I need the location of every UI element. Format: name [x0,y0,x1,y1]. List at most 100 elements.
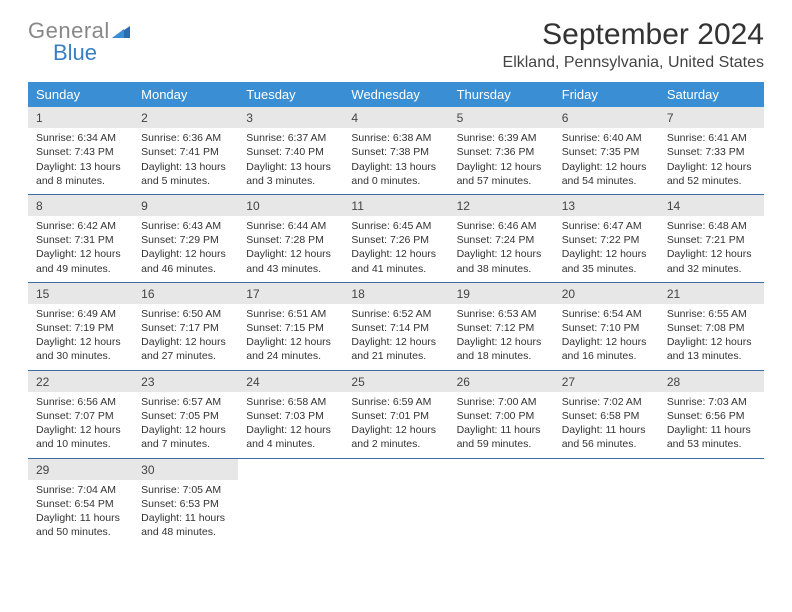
calendar-day-cell: 14Sunrise: 6:48 AMSunset: 7:21 PMDayligh… [659,194,764,282]
calendar-day-cell: 1Sunrise: 6:34 AMSunset: 7:43 PMDaylight… [28,107,133,194]
daylight-text: Daylight: 12 hours and 27 minutes. [141,335,230,363]
calendar-day-cell: 23Sunrise: 6:57 AMSunset: 7:05 PMDayligh… [133,370,238,458]
day-number: 18 [343,283,448,304]
daylight-text: Daylight: 12 hours and 52 minutes. [667,160,756,188]
calendar-day-cell: 4Sunrise: 6:38 AMSunset: 7:38 PMDaylight… [343,107,448,194]
sunrise-text: Sunrise: 6:45 AM [351,219,440,233]
sunset-text: Sunset: 7:00 PM [457,409,546,423]
sunset-text: Sunset: 7:36 PM [457,145,546,159]
sunrise-text: Sunrise: 6:38 AM [351,131,440,145]
sunrise-text: Sunrise: 7:02 AM [562,395,651,409]
sunrise-text: Sunrise: 6:59 AM [351,395,440,409]
sunrise-text: Sunrise: 6:49 AM [36,307,125,321]
calendar-day-cell [449,458,554,545]
day-body: Sunrise: 6:54 AMSunset: 7:10 PMDaylight:… [554,304,659,370]
day-number: 4 [343,107,448,128]
sunset-text: Sunset: 7:22 PM [562,233,651,247]
calendar-day-cell: 17Sunrise: 6:51 AMSunset: 7:15 PMDayligh… [238,282,343,370]
daylight-text: Daylight: 12 hours and 7 minutes. [141,423,230,451]
title-block: September 2024 Elkland, Pennsylvania, Un… [503,18,764,72]
sunset-text: Sunset: 7:24 PM [457,233,546,247]
daylight-text: Daylight: 11 hours and 50 minutes. [36,511,125,539]
sunrise-text: Sunrise: 6:48 AM [667,219,756,233]
sunrise-text: Sunrise: 7:00 AM [457,395,546,409]
day-body: Sunrise: 6:36 AMSunset: 7:41 PMDaylight:… [133,128,238,194]
day-body: Sunrise: 6:56 AMSunset: 7:07 PMDaylight:… [28,392,133,458]
weekday-header: Sunday [28,82,133,107]
sunrise-text: Sunrise: 6:51 AM [246,307,335,321]
sunset-text: Sunset: 7:40 PM [246,145,335,159]
daylight-text: Daylight: 13 hours and 8 minutes. [36,160,125,188]
sunrise-text: Sunrise: 6:36 AM [141,131,230,145]
calendar-week-row: 8Sunrise: 6:42 AMSunset: 7:31 PMDaylight… [28,194,764,282]
calendar-day-cell: 20Sunrise: 6:54 AMSunset: 7:10 PMDayligh… [554,282,659,370]
calendar-day-cell: 11Sunrise: 6:45 AMSunset: 7:26 PMDayligh… [343,194,448,282]
day-number: 17 [238,283,343,304]
calendar-day-cell: 24Sunrise: 6:58 AMSunset: 7:03 PMDayligh… [238,370,343,458]
daylight-text: Daylight: 13 hours and 0 minutes. [351,160,440,188]
daylight-text: Daylight: 12 hours and 46 minutes. [141,247,230,275]
sunset-text: Sunset: 7:15 PM [246,321,335,335]
daylight-text: Daylight: 12 hours and 41 minutes. [351,247,440,275]
sunrise-text: Sunrise: 6:41 AM [667,131,756,145]
sunset-text: Sunset: 7:05 PM [141,409,230,423]
sunset-text: Sunset: 6:58 PM [562,409,651,423]
day-number: 29 [28,459,133,480]
sunset-text: Sunset: 7:35 PM [562,145,651,159]
calendar-day-cell: 8Sunrise: 6:42 AMSunset: 7:31 PMDaylight… [28,194,133,282]
calendar-day-cell: 9Sunrise: 6:43 AMSunset: 7:29 PMDaylight… [133,194,238,282]
day-body: Sunrise: 7:00 AMSunset: 7:00 PMDaylight:… [449,392,554,458]
daylight-text: Daylight: 12 hours and 21 minutes. [351,335,440,363]
day-body: Sunrise: 6:57 AMSunset: 7:05 PMDaylight:… [133,392,238,458]
day-number: 6 [554,107,659,128]
day-number: 24 [238,371,343,392]
sunset-text: Sunset: 7:43 PM [36,145,125,159]
calendar-day-cell: 25Sunrise: 6:59 AMSunset: 7:01 PMDayligh… [343,370,448,458]
day-number: 16 [133,283,238,304]
daylight-text: Daylight: 12 hours and 30 minutes. [36,335,125,363]
sunset-text: Sunset: 7:19 PM [36,321,125,335]
day-number: 14 [659,195,764,216]
day-body: Sunrise: 6:45 AMSunset: 7:26 PMDaylight:… [343,216,448,282]
daylight-text: Daylight: 13 hours and 5 minutes. [141,160,230,188]
sunrise-text: Sunrise: 6:52 AM [351,307,440,321]
daylight-text: Daylight: 12 hours and 4 minutes. [246,423,335,451]
sunrise-text: Sunrise: 7:05 AM [141,483,230,497]
weekday-header: Tuesday [238,82,343,107]
day-number: 8 [28,195,133,216]
day-body: Sunrise: 6:44 AMSunset: 7:28 PMDaylight:… [238,216,343,282]
daylight-text: Daylight: 11 hours and 53 minutes. [667,423,756,451]
daylight-text: Daylight: 12 hours and 10 minutes. [36,423,125,451]
calendar-day-cell: 15 Sunrise: 6:49 AMSunset: 7:19 PMDayligh… [28,282,133,370]
calendar-day-cell: 21Sunrise: 6:55 AMSunset: 7:08 PMDayligh… [659,282,764,370]
sunrise-text: Sunrise: 7:04 AM [36,483,125,497]
calendar-day-cell: 12Sunrise: 6:46 AMSunset: 7:24 PMDayligh… [449,194,554,282]
sunset-text: Sunset: 7:14 PM [351,321,440,335]
day-body: Sunrise: 6:41 AMSunset: 7:33 PMDaylight:… [659,128,764,194]
daylight-text: Daylight: 12 hours and 35 minutes. [562,247,651,275]
day-body: Sunrise: 6:38 AMSunset: 7:38 PMDaylight:… [343,128,448,194]
day-body: Sunrise: 6:42 AMSunset: 7:31 PMDaylight:… [28,216,133,282]
sunrise-text: Sunrise: 6:47 AM [562,219,651,233]
sunset-text: Sunset: 6:53 PM [141,497,230,511]
daylight-text: Daylight: 12 hours and 38 minutes. [457,247,546,275]
day-number: 9 [133,195,238,216]
day-number: 12 [449,195,554,216]
day-number: 15 [28,283,133,304]
daylight-text: Daylight: 12 hours and 43 minutes. [246,247,335,275]
weekday-header: Monday [133,82,238,107]
weekday-header: Saturday [659,82,764,107]
daylight-text: Daylight: 11 hours and 48 minutes. [141,511,230,539]
brand-part2: Blue [53,40,97,66]
calendar-day-cell: 29Sunrise: 7:04 AMSunset: 6:54 PMDayligh… [28,458,133,545]
calendar-day-cell: 6Sunrise: 6:40 AMSunset: 7:35 PMDaylight… [554,107,659,194]
sunrise-text: Sunrise: 6:54 AM [562,307,651,321]
calendar-day-cell: 5Sunrise: 6:39 AMSunset: 7:36 PMDaylight… [449,107,554,194]
calendar-day-cell: 7Sunrise: 6:41 AMSunset: 7:33 PMDaylight… [659,107,764,194]
sunset-text: Sunset: 7:01 PM [351,409,440,423]
location-text: Elkland, Pennsylvania, United States [503,54,764,72]
weekday-header: Wednesday [343,82,448,107]
sunset-text: Sunset: 7:21 PM [667,233,756,247]
sunrise-text: Sunrise: 6:55 AM [667,307,756,321]
sunset-text: Sunset: 7:10 PM [562,321,651,335]
